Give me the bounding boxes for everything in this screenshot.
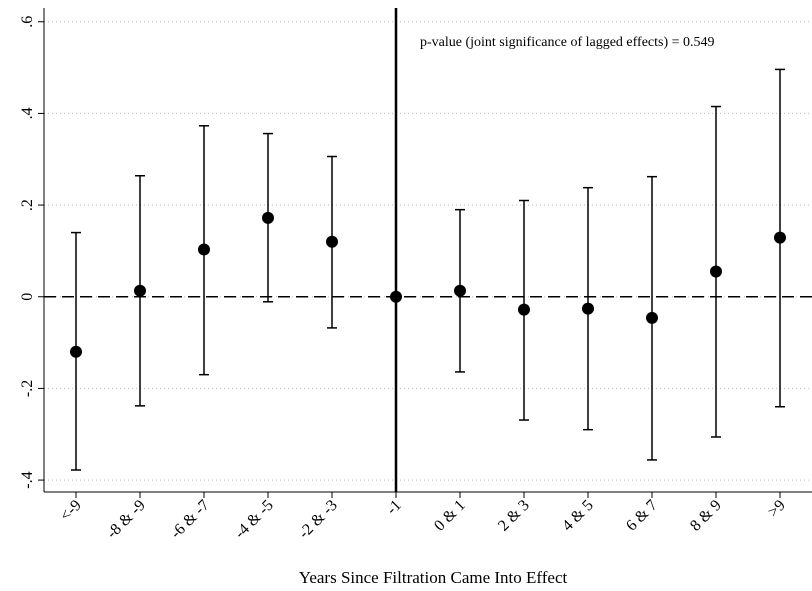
point	[134, 284, 146, 297]
x-tick-label: 6 & 7	[623, 497, 661, 535]
annotation: p-value (joint significance of lagged ef…	[420, 35, 715, 50]
x-tick-label: 2 & 3	[495, 497, 533, 535]
y-tick-label: -.2	[19, 380, 36, 397]
x-tick-label: -1	[383, 497, 404, 518]
x-tick-label: 4 & 5	[559, 497, 597, 535]
y-tick-label: .4	[19, 107, 36, 119]
x-tick-label: 0 & 1	[431, 497, 469, 535]
x-tick-label: >9	[765, 497, 789, 521]
point	[454, 284, 466, 297]
x-tick-label: 8 & 9	[687, 497, 725, 535]
point	[70, 345, 82, 358]
point	[326, 235, 338, 248]
x-tick-label: -8 & -9	[103, 497, 148, 542]
x-tick-label: <-9	[57, 497, 85, 525]
point	[198, 243, 210, 256]
y-tick-label: 0	[19, 293, 36, 301]
x-tick-label: -6 & -7	[167, 497, 212, 542]
point	[518, 303, 530, 316]
y-tick-label: .6	[19, 16, 36, 28]
point	[582, 302, 594, 315]
x-tick-label: -2 & -3	[295, 497, 340, 542]
point	[774, 231, 786, 244]
x-axis-title: Years Since Filtration Came Into Effect	[299, 568, 568, 587]
point	[262, 211, 274, 224]
point	[710, 265, 722, 278]
y-tick-label: .2	[19, 199, 36, 211]
x-tick-label: -4 & -5	[231, 497, 276, 542]
y-tick-label: -.4	[19, 471, 36, 488]
point	[390, 290, 402, 303]
point	[646, 311, 658, 324]
